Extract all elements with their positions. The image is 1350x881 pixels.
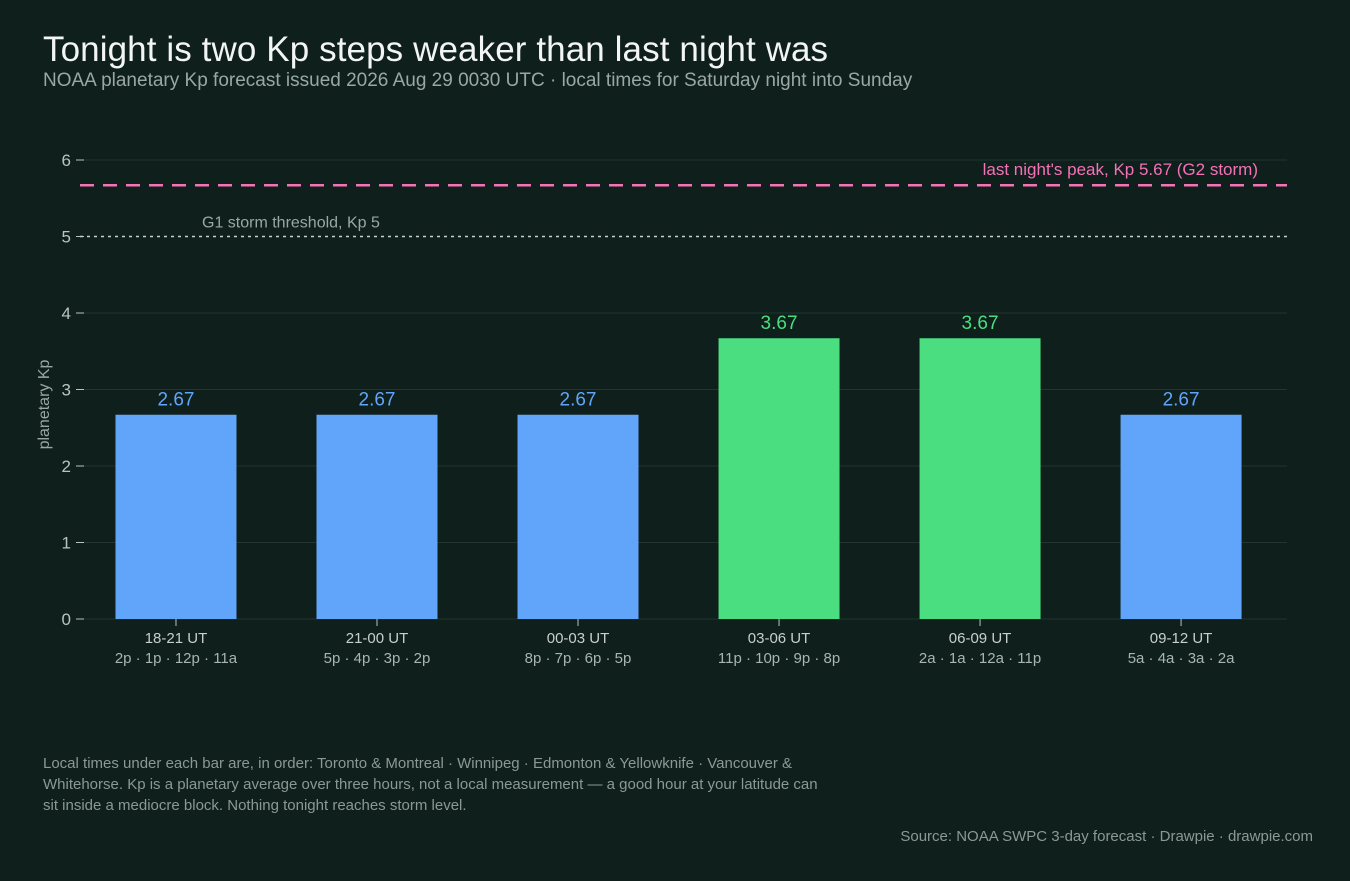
bar-value-label: 3.67 [761,313,798,334]
source-credit: Source: NOAA SWPC 3-day forecast · Drawp… [900,828,1313,845]
bar [115,414,237,619]
reference-lines: last night's peak, Kp 5.67 (G2 storm) G1 … [80,160,1287,238]
x-local-times-label: 11p · 10p · 9p · 8p [718,650,840,667]
bar [316,414,438,619]
y-tick-label: 3 [62,381,71,400]
x-tick-label: 09-12 UT [1150,630,1213,647]
bar [1120,414,1242,619]
x-local-times-label: 2a · 1a · 12a · 11p [919,650,1041,667]
y-tick-label: 6 [62,151,71,170]
y-tick-label: 5 [62,228,71,247]
bar [919,338,1041,619]
kp-bar-chart: 0 1 2 3 4 5 6 planetary Kp 2.67 2.67 2.67 3.67 3.67… [36,151,1287,667]
y-tick-label: 0 [62,610,71,629]
x-tick-label: 18-21 UT [145,630,208,647]
bar [517,414,639,619]
x-local-times-label: 5p · 4p · 3p · 2p [324,650,431,667]
bar-value-label: 2.67 [359,390,396,411]
y-axis: 0 1 2 3 4 5 6 planetary Kp [36,151,84,629]
chart-subtitle: NOAA planetary Kp forecast issued 2026 A… [43,70,913,91]
y-axis-label: planetary Kp [36,359,53,449]
bar-value-label: 3.67 [962,313,999,334]
footnote: Local times under each bar are, in order… [43,755,818,814]
bar-value-label: 2.67 [560,390,597,411]
x-local-times-label: 5a · 4a · 3a · 2a [1128,650,1235,667]
last-night-peak-label: last night's peak, Kp 5.67 (G2 storm) [983,160,1258,179]
chart-title: Tonight is two Kp steps weaker than last… [43,30,829,69]
x-tick-label: 03-06 UT [748,630,811,647]
y-tick-label: 2 [62,457,71,476]
gridlines [80,159,1287,620]
x-tick-label: 00-03 UT [547,630,610,647]
g1-threshold-label: G1 storm threshold, Kp 5 [202,215,380,232]
bar-value-label: 2.67 [1163,390,1200,411]
y-tick-label: 1 [62,534,71,553]
x-axis: 18-21 UT 2p · 1p · 12p · 11a 21-00 UT 5p · … [115,619,1235,667]
bar-value-label: 2.67 [157,390,194,411]
x-tick-label: 21-00 UT [346,630,409,647]
x-local-times-label: 8p · 7p · 6p · 5p [525,650,632,667]
bars: 2.67 2.67 2.67 3.67 3.67 2.67 [115,313,1242,619]
bar [718,338,840,619]
x-local-times-label: 2p · 1p · 12p · 11a [115,650,238,667]
x-tick-label: 06-09 UT [949,630,1012,647]
y-tick-label: 4 [62,304,71,323]
